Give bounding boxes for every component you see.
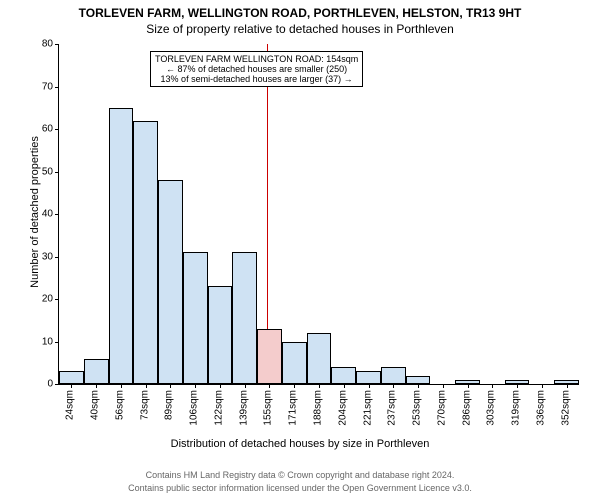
x-tick [344,384,345,388]
x-tick-label: 171sqm [288,390,299,426]
y-tick [55,87,59,88]
y-tick-label: 20 [42,294,53,305]
y-tick [55,44,59,45]
y-tick-label: 30 [42,251,53,262]
x-tick-label: 155sqm [263,390,274,426]
y-tick [55,384,59,385]
x-tick-label: 56sqm [114,390,125,420]
x-tick-label: 303sqm [486,390,497,426]
y-tick-label: 60 [42,124,53,135]
histogram-bar [59,371,84,384]
x-tick [443,384,444,388]
y-tick [55,172,59,173]
histogram-bar [232,252,257,384]
histogram-bar [158,180,183,384]
x-tick [319,384,320,388]
y-tick-label: 70 [42,81,53,92]
x-tick [369,384,370,388]
annotation-line: 13% of semi-detached houses are larger (… [155,74,358,84]
histogram-bar [208,286,233,384]
x-tick [71,384,72,388]
x-tick [146,384,147,388]
x-tick [121,384,122,388]
x-tick-label: 336sqm [535,390,546,426]
histogram-bar [406,376,431,385]
chart-subtitle: Size of property relative to detached ho… [0,22,600,36]
x-tick [269,384,270,388]
x-tick-label: 89sqm [164,390,175,420]
y-tick [55,299,59,300]
y-tick-label: 0 [47,379,53,390]
y-tick [55,342,59,343]
x-tick [220,384,221,388]
histogram-bar [257,329,282,384]
footnote-line-2: Contains public sector information licen… [0,483,600,493]
x-tick-label: 106sqm [189,390,200,426]
y-tick-label: 40 [42,209,53,220]
histogram-bar [356,371,381,384]
histogram-bar [331,367,356,384]
x-tick-label: 73sqm [139,390,150,420]
x-tick-label: 237sqm [387,390,398,426]
x-tick [517,384,518,388]
histogram-bar [109,108,134,384]
annotation-line: ← 87% of detached houses are smaller (25… [155,64,358,74]
histogram-bar [282,342,307,385]
y-tick-label: 10 [42,336,53,347]
histogram-bar [183,252,208,384]
x-tick [567,384,568,388]
y-tick-label: 80 [42,39,53,50]
y-tick [55,214,59,215]
x-axis-label: Distribution of detached houses by size … [0,438,600,450]
x-tick [468,384,469,388]
y-tick [55,129,59,130]
annotation-box: TORLEVEN FARM WELLINGTON ROAD: 154sqm← 8… [150,51,363,87]
histogram-bar [307,333,332,384]
histogram-chart: TORLEVEN FARM WELLINGTON ROAD: 154sqm← 8… [58,44,579,385]
x-tick [542,384,543,388]
x-tick-label: 139sqm [238,390,249,426]
histogram-bar [133,121,158,385]
x-tick-label: 319sqm [511,390,522,426]
x-tick-label: 286sqm [461,390,472,426]
x-tick [418,384,419,388]
x-tick-label: 204sqm [337,390,348,426]
x-tick-label: 24sqm [65,390,76,420]
footnote-line-1: Contains HM Land Registry data © Crown c… [0,470,600,480]
annotation-line: TORLEVEN FARM WELLINGTON ROAD: 154sqm [155,54,358,64]
histogram-bar [84,359,109,385]
x-tick-label: 40sqm [90,390,101,420]
histogram-bar [381,367,406,384]
x-tick [96,384,97,388]
y-tick-label: 50 [42,166,53,177]
x-tick-label: 253sqm [412,390,423,426]
x-tick-label: 221sqm [362,390,373,426]
x-tick [170,384,171,388]
x-tick [245,384,246,388]
x-tick [393,384,394,388]
y-axis-label: Number of detached properties [29,112,41,312]
x-tick [492,384,493,388]
x-tick [195,384,196,388]
page-title: TORLEVEN FARM, WELLINGTON ROAD, PORTHLEV… [0,6,600,20]
y-tick [55,257,59,258]
x-tick-label: 188sqm [313,390,324,426]
x-tick-label: 122sqm [213,390,224,426]
x-tick [294,384,295,388]
x-tick-label: 352sqm [560,390,571,426]
x-tick-label: 270sqm [436,390,447,426]
chart-container: TORLEVEN FARM, WELLINGTON ROAD, PORTHLEV… [0,0,600,500]
